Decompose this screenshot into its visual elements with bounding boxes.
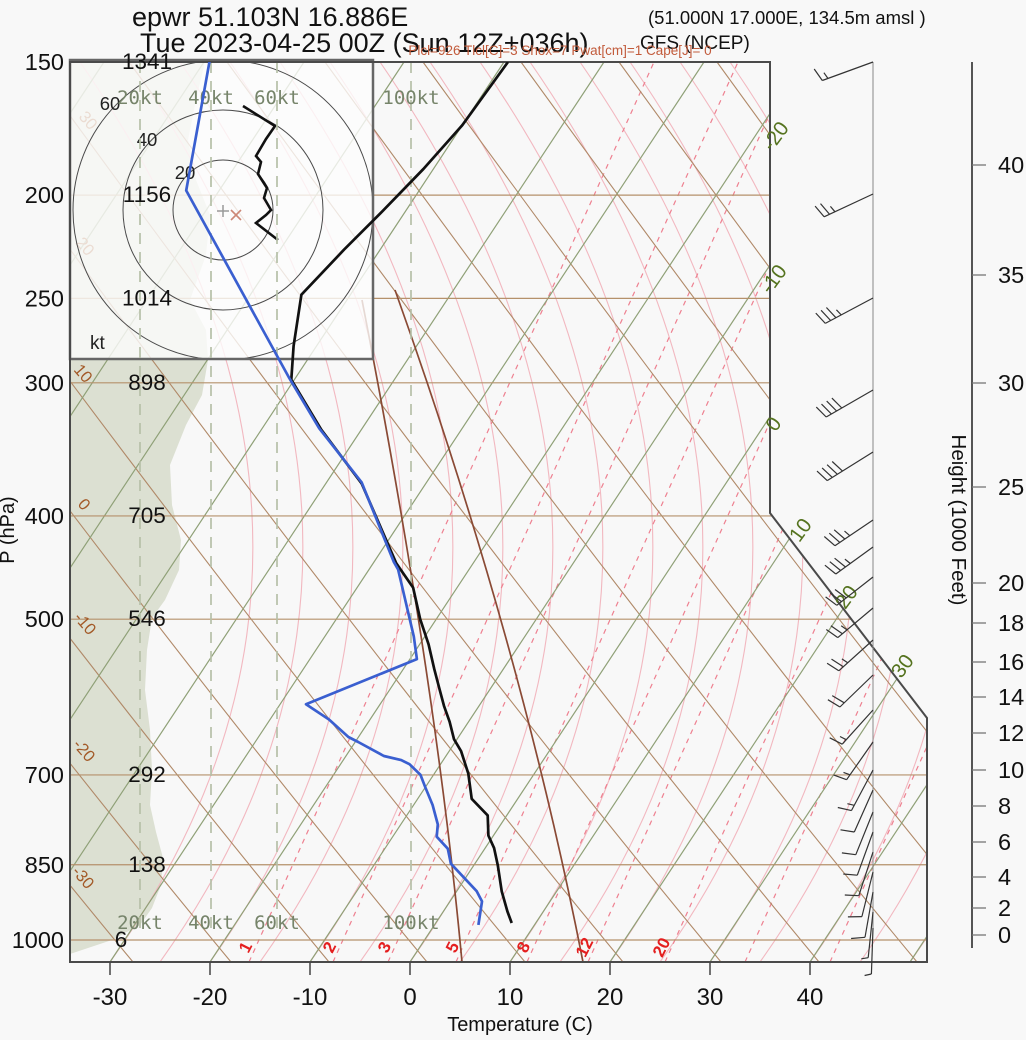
dewpoint-curve — [184, 62, 484, 926]
isobar-height-label: 292 — [128, 762, 166, 787]
isobar-height-label: 138 — [128, 852, 166, 877]
height-tick-label: 35 — [998, 262, 1024, 288]
pressure-tick-label: 500 — [25, 606, 64, 632]
height-axis-title: Height (1000 Feet) — [947, 435, 970, 606]
isotherm-label: 10 — [785, 514, 817, 546]
temperature-tick-label: 0 — [403, 984, 416, 1011]
isotherm-label: 30 — [887, 650, 919, 682]
mixing-ratio-label: 1 — [235, 939, 256, 956]
isotherm-label: -10 — [756, 260, 792, 297]
kt-scale-label-top: 20kt — [117, 87, 163, 109]
temperature-tick-label: 10 — [497, 984, 524, 1011]
pressure-tick-label: 300 — [25, 370, 64, 396]
kt-scale-label-top: 60kt — [254, 87, 300, 109]
station-subtitle: (51.000N 17.000E, 134.5m amsl ) — [648, 7, 926, 28]
pressure-tick-label: 850 — [25, 852, 64, 878]
height-tick-label: 16 — [998, 649, 1024, 675]
kt-scale-label-bottom: 40kt — [188, 912, 234, 934]
temperature-axis: -30 -20 -10 0 10 20 30 40 — [93, 962, 824, 1011]
temperature-tick-label: 40 — [797, 984, 824, 1011]
mixing-ratio-label: 3 — [374, 939, 395, 956]
temperature-tick-label: 30 — [697, 984, 724, 1011]
height-tick-label: 6 — [998, 829, 1011, 855]
indices-annotation: Plcl=926 Tlcl[C]=3 Shox=7 Pwat[cm]=1 Cap… — [408, 43, 711, 58]
hodograph-ring-label: 60 — [100, 93, 121, 114]
isobar-height-label: 1341 — [122, 49, 172, 74]
kt-scale-label-bottom: 60kt — [254, 912, 300, 934]
height-tick-label: 18 — [998, 610, 1024, 636]
height-tick-label: 10 — [998, 757, 1024, 783]
height-tick-label: 30 — [998, 370, 1024, 396]
isobar-height-label: 546 — [128, 606, 166, 631]
chart-titles: epwr 51.103N 16.886E (51.000N 17.000E, 1… — [132, 2, 926, 58]
temperature-tick-label: -20 — [193, 984, 228, 1011]
height-tick-label: 4 — [998, 864, 1011, 890]
temperature-tick-label: 20 — [597, 984, 624, 1011]
height-tick-label: 20 — [998, 570, 1024, 596]
temperature-tick-label: -30 — [93, 984, 128, 1011]
height-tick-label: 0 — [998, 922, 1011, 948]
hodograph-ring-label: 40 — [137, 129, 158, 150]
height-tick-label: 12 — [998, 720, 1024, 746]
station-title: epwr 51.103N 16.886E — [132, 2, 408, 32]
height-tick-label: 40 — [998, 152, 1024, 178]
temperature-tick-label: -10 — [293, 984, 328, 1011]
isobar-height-label: 1156 — [123, 182, 171, 207]
isobar-height-label: 1014 — [122, 285, 172, 310]
temperature-axis-title: Temperature (C) — [447, 1014, 593, 1036]
pressure-tick-label: 200 — [25, 182, 64, 208]
axis-titles: P (hPa) Temperature (C) Height (1000 Fee… — [0, 435, 970, 1036]
kt-scale-label-bottom: 100kt — [382, 912, 439, 934]
wind-speed-scale: 20kt 20kt 40kt 40kt 60kt 60kt 100kt 100kt — [117, 62, 440, 935]
pressure-tick-label: 700 — [25, 762, 64, 788]
isobar-height-label: 898 — [128, 370, 166, 395]
isobar-height-label: 705 — [128, 503, 166, 528]
pressure-tick-label: 250 — [25, 285, 64, 311]
hodograph-trace — [242, 104, 279, 242]
height-tick-label: 25 — [998, 474, 1024, 500]
pressure-tick-label: 400 — [25, 503, 64, 529]
isobar-height-label: 6 — [115, 927, 128, 952]
kt-scale-label-bottom: 20kt — [117, 912, 163, 934]
chart-generated-layers: 3020100-10-20-30604020kt20kt20kt40kt40kt… — [12, 49, 1024, 1011]
height-tick-label: 14 — [998, 684, 1024, 710]
pressure-tick-label: 1000 — [12, 927, 64, 953]
model-label: GFS (NCEP) — [640, 33, 750, 54]
pressure-axis-title: P (hPa) — [0, 496, 19, 563]
pressure-tick-label: 150 — [25, 49, 64, 75]
height-axis: 40 35 30 25 20 18 16 14 12 10 8 6 4 20 — [971, 62, 1024, 948]
kt-scale-label-top: 100kt — [382, 87, 439, 109]
kt-scale-label-top: 40kt — [188, 87, 234, 109]
temperature-curve — [289, 62, 513, 924]
plot-frame — [69, 61, 928, 963]
valid-time-title: Tue 2023-04-25 00Z (Sun 12Z+036h) — [140, 28, 589, 58]
mixing-ratio-label: 20 — [649, 935, 675, 960]
hodograph-unit: kt — [90, 333, 106, 354]
height-tick-label: 2 — [998, 895, 1011, 921]
hodograph-ring-label: 20 — [175, 162, 196, 183]
height-tick-label: 8 — [998, 793, 1011, 819]
wind-barbs — [813, 61, 874, 977]
